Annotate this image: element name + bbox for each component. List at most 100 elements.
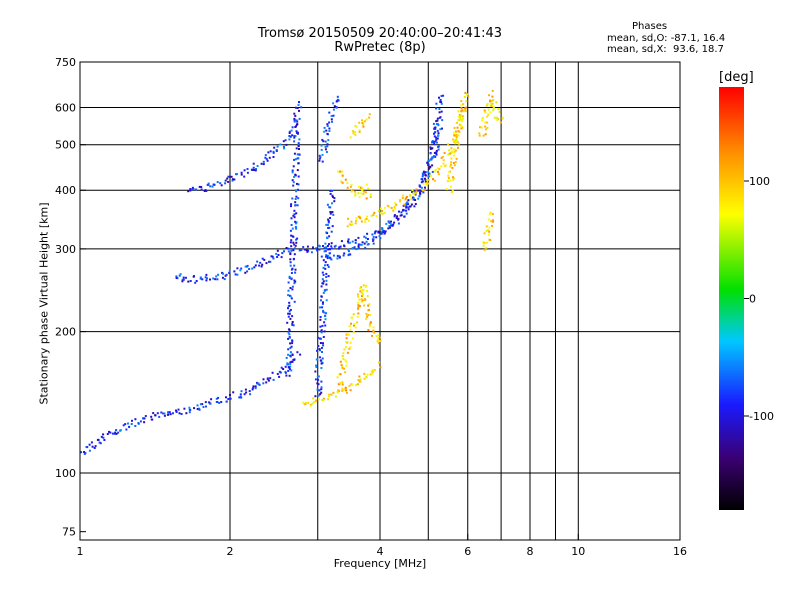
data-point: [365, 240, 368, 243]
data-point: [259, 261, 262, 264]
data-point: [228, 270, 231, 273]
data-point: [221, 276, 224, 279]
data-point: [320, 362, 323, 365]
data-point: [483, 248, 486, 251]
data-points: [80, 89, 504, 455]
data-point: [328, 252, 331, 255]
data-point: [364, 246, 367, 249]
data-point: [204, 276, 207, 279]
data-point: [373, 211, 376, 214]
data-point: [322, 336, 325, 338]
data-point: [454, 149, 457, 152]
data-point: [288, 275, 291, 278]
data-point: [98, 441, 101, 444]
data-point: [322, 266, 325, 269]
data-point: [455, 121, 458, 124]
data-point: [361, 241, 364, 244]
data-point: [339, 245, 342, 248]
data-point: [481, 119, 483, 122]
data-point: [233, 178, 236, 181]
data-point: [252, 385, 255, 388]
data-point: [423, 171, 426, 174]
data-point: [272, 378, 275, 381]
data-point: [144, 415, 147, 417]
data-point: [371, 238, 374, 241]
data-point: [321, 306, 324, 309]
data-point: [320, 391, 323, 394]
data-point: [182, 278, 185, 281]
data-point: [292, 324, 295, 327]
data-point: [226, 177, 229, 180]
data-point: [320, 255, 323, 258]
data-point: [298, 117, 301, 120]
data-point: [277, 254, 280, 256]
data-point: [293, 264, 296, 267]
data-point: [433, 170, 436, 173]
data-point: [487, 229, 490, 232]
data-point: [397, 222, 400, 225]
data-point: [296, 123, 299, 126]
data-point: [484, 111, 487, 114]
data-point: [325, 276, 328, 278]
data-point: [289, 308, 292, 311]
data-point: [437, 173, 440, 176]
data-point: [430, 157, 433, 160]
data-point: [251, 168, 254, 171]
data-point: [314, 370, 317, 373]
grid-lines: [80, 62, 680, 540]
data-point: [467, 95, 470, 97]
data-point: [461, 109, 464, 112]
data-point: [424, 186, 426, 189]
data-point: [330, 118, 333, 121]
data-point: [294, 158, 297, 161]
data-point: [331, 202, 333, 205]
data-point: [372, 326, 375, 329]
data-point: [262, 382, 265, 385]
data-point: [316, 382, 319, 385]
data-point: [244, 388, 247, 391]
data-point: [201, 278, 204, 281]
data-point: [341, 383, 344, 386]
data-point: [294, 198, 297, 200]
data-point: [321, 324, 324, 327]
data-point: [489, 100, 491, 103]
data-point: [337, 255, 340, 258]
data-point: [326, 236, 328, 239]
data-point: [325, 246, 328, 249]
data-point: [359, 378, 362, 381]
data-point: [427, 163, 430, 166]
data-point: [417, 197, 420, 200]
data-point: [316, 358, 319, 361]
data-point: [188, 406, 191, 409]
data-point: [342, 388, 345, 391]
data-point: [205, 405, 207, 408]
data-point: [389, 226, 391, 229]
data-point: [330, 393, 333, 396]
data-point: [291, 169, 294, 172]
data-point: [178, 412, 181, 415]
data-point: [359, 287, 362, 290]
data-point: [322, 259, 325, 262]
data-point: [332, 213, 335, 216]
data-point: [326, 123, 329, 126]
data-point: [433, 179, 436, 182]
data-point: [436, 141, 438, 144]
data-point: [261, 257, 264, 260]
data-point: [480, 126, 483, 129]
data-point: [287, 337, 290, 340]
data-point: [297, 183, 300, 186]
data-point: [217, 396, 220, 399]
data-point: [434, 140, 437, 143]
data-point: [290, 205, 292, 208]
data-point: [194, 281, 197, 284]
data-point: [113, 432, 116, 435]
data-point: [332, 114, 335, 117]
data-point: [378, 361, 381, 364]
data-point: [321, 399, 324, 401]
data-point: [360, 300, 363, 303]
data-point: [234, 273, 237, 276]
data-point: [255, 168, 257, 170]
data-point: [398, 210, 400, 213]
data-point: [291, 197, 294, 200]
data-point: [388, 225, 391, 227]
